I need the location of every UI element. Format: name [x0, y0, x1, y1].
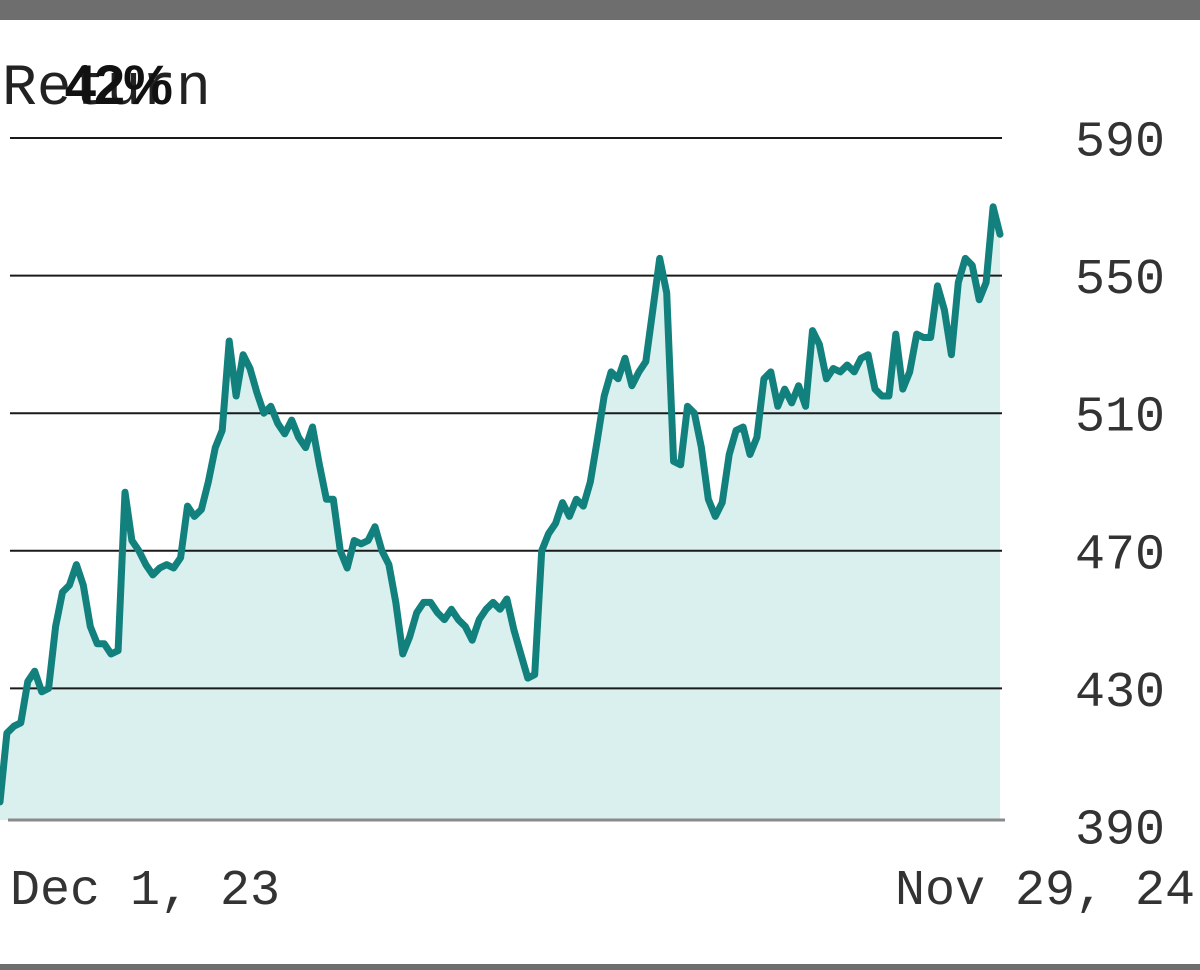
price-line [0, 203, 1004, 806]
return-value: 42% [64, 53, 173, 116]
chart-title: Return42% [2, 52, 211, 122]
y-tick-label: 550 [1075, 252, 1165, 309]
y-tick-label: 510 [1075, 390, 1165, 447]
price-area-fill [0, 206, 1000, 821]
y-axis-ticks: 590 550 510 470 430 390 [1075, 115, 1165, 860]
gridlines [10, 137, 1002, 690]
top-frame-bar [0, 0, 1200, 20]
x-tick-end: Nov 29, 24 [895, 863, 1195, 920]
x-tick-start: Dec 1, 23 [10, 863, 280, 920]
y-tick-label: 430 [1075, 665, 1165, 722]
y-tick-label: 390 [1075, 803, 1165, 860]
y-tick-label: 590 [1075, 115, 1165, 172]
return-label: Return [2, 57, 211, 122]
bottom-frame-bar [0, 964, 1200, 970]
y-tick-label: 470 [1075, 527, 1165, 584]
